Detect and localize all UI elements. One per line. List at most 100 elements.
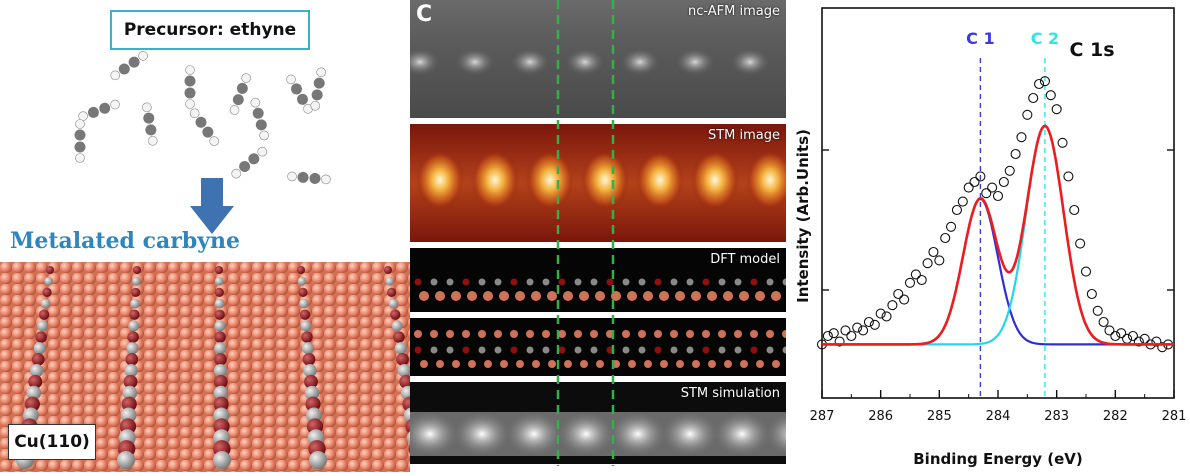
- dft-atom: [526, 346, 534, 354]
- data-point: [1104, 325, 1115, 336]
- stm-feature: [526, 150, 574, 210]
- data-point: [1116, 328, 1127, 339]
- data-point: [1075, 238, 1086, 249]
- dft-strip: DFT model: [410, 248, 786, 312]
- stm-feature: [471, 150, 519, 210]
- dft-atom: [542, 278, 550, 286]
- cu-surface-model: [0, 262, 410, 472]
- data-point: [963, 182, 974, 193]
- dft-atom: [558, 346, 566, 354]
- alignment-guides: [556, 0, 615, 466]
- cu-atom: [436, 360, 444, 368]
- nc-afm-label: nc-AFM image: [687, 4, 780, 19]
- dft-label: DFT model: [710, 252, 780, 267]
- dft-atom: [782, 278, 786, 286]
- data-point: [987, 182, 998, 193]
- dft-atom: [766, 278, 774, 286]
- cu-atom: [686, 330, 694, 338]
- cu-atom: [419, 291, 429, 301]
- data-point: [846, 330, 857, 342]
- afm-feature: [410, 48, 440, 76]
- ethyne-molecules: [74, 51, 331, 185]
- ethyne-molecule: [250, 97, 269, 141]
- dft-atom: [446, 278, 454, 286]
- cu-atom: [462, 330, 470, 338]
- x-tick-label: 282: [1103, 409, 1128, 424]
- cu-atom: [596, 360, 604, 368]
- data-point: [1157, 342, 1168, 353]
- cu-atom: [494, 330, 502, 338]
- ethyne-molecule: [189, 108, 219, 146]
- dft-atom: [510, 346, 518, 354]
- dft-atom: [446, 346, 454, 354]
- cu-atom: [660, 360, 668, 368]
- dft-atom: [622, 346, 630, 354]
- chart-title: C 1s: [1069, 39, 1114, 61]
- peak-marker-label: C 2: [1031, 29, 1059, 48]
- data-point: [1045, 90, 1056, 101]
- data-point: [928, 246, 939, 258]
- ethyne-molecule: [74, 119, 86, 163]
- ethyne-molecule: [184, 65, 196, 109]
- dft-atom: [494, 278, 502, 286]
- cu-atom: [420, 360, 428, 368]
- ethyne-molecule: [287, 171, 331, 185]
- data-point: [910, 269, 921, 280]
- ethyne-molecule: [142, 102, 158, 146]
- dft-atom: [526, 278, 534, 286]
- data-point: [875, 308, 886, 319]
- sim-feature: [714, 412, 770, 456]
- data-point: [1069, 204, 1080, 216]
- data-point: [957, 196, 968, 207]
- y-axis-label: Intensity (Arb.Units): [794, 129, 812, 303]
- data-point: [1080, 266, 1092, 277]
- x-tick-label: 283: [1044, 409, 1069, 424]
- dft-atom: [638, 278, 646, 286]
- cu-atom: [772, 360, 780, 368]
- precursor-label: Precursor: ethyne: [110, 10, 310, 50]
- data-point: [1133, 336, 1144, 347]
- cu-atom: [766, 330, 774, 338]
- dft-atom: [430, 346, 438, 354]
- data-point: [904, 277, 916, 288]
- cu-atom: [468, 360, 476, 368]
- dft-atom: [702, 346, 710, 354]
- data-point: [1022, 109, 1033, 120]
- carbyne-chain: [117, 266, 141, 469]
- cu-atom: [563, 291, 573, 301]
- left-panel: Precursor: ethyne Metalated carbyne: [0, 0, 410, 472]
- data-point: [998, 176, 1009, 188]
- xps-chart: 287 286 285 284 283 282 281 C 1 C 2 C 1s Bindin…: [794, 7, 1186, 468]
- sim-feature: [506, 412, 562, 456]
- stm-strip: STM image: [410, 124, 786, 242]
- dft-atom: [430, 278, 438, 286]
- cu-atom: [756, 360, 764, 368]
- dft-atom: [478, 346, 486, 354]
- data-point: [1127, 330, 1138, 342]
- data-point: [1110, 330, 1121, 342]
- sim-feature: [454, 412, 510, 456]
- afm-feature: [510, 48, 550, 76]
- dft-atom: [638, 346, 646, 354]
- cu-atom: [702, 330, 710, 338]
- substrate-label: Cu(110): [8, 424, 96, 460]
- cu-atom: [531, 291, 541, 301]
- cu-atom: [483, 291, 493, 301]
- carbyne-chain: [297, 266, 327, 469]
- dft-atom: [622, 278, 630, 286]
- afm-feature: [565, 48, 605, 76]
- nc-afm-strip: C nc-AFM image: [410, 0, 786, 118]
- dft-atom: [702, 278, 710, 286]
- afm-feature: [620, 48, 660, 76]
- dft-atom: [766, 346, 774, 354]
- data-point: [863, 316, 874, 328]
- cu-atom: [595, 291, 605, 301]
- data-point: [881, 311, 892, 322]
- cu-atom: [622, 330, 630, 338]
- dft-atom: [654, 278, 662, 286]
- dft-atom: [494, 346, 502, 354]
- data-point: [951, 204, 962, 216]
- cu-atom: [708, 360, 716, 368]
- data-point: [1151, 336, 1162, 347]
- dft-atom: [574, 346, 582, 354]
